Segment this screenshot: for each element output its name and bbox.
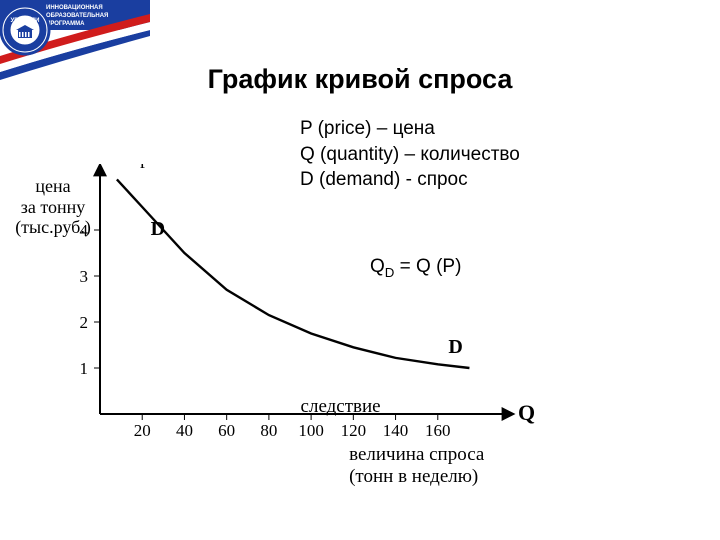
x-tick-label: 120 [341, 421, 367, 440]
y-axis-title-line-2: за тонну [14, 197, 92, 218]
badge-ring-text: УГТУ-УПИ [11, 18, 40, 24]
d-label-bottom: D [448, 336, 462, 358]
y-axis-title: цена за тонну (тыс.руб.) [14, 176, 92, 238]
d-label-top: D [151, 218, 165, 240]
x-axis-title-line-1: величина спроса [349, 444, 485, 465]
legend-line-p: P (price) – цена [300, 116, 520, 142]
x-tick-label: 80 [260, 421, 277, 440]
chart-svg: 204060801001201401601234PQDDпричинаследс… [14, 164, 574, 494]
x-tick-label: 40 [176, 421, 193, 440]
y-axis-title-line-1: цена [14, 176, 92, 197]
cause-label: причина [130, 164, 199, 169]
x-axis-title-line-2: (тонн в неделю) [349, 466, 478, 487]
x-tick-label: 160 [425, 421, 451, 440]
p-axis-label: P [83, 164, 96, 167]
y-tick-label: 3 [80, 267, 89, 286]
y-tick-label: 2 [80, 313, 89, 332]
page-title: График кривой спроса [0, 64, 720, 95]
x-tick-label: 20 [134, 421, 151, 440]
x-tick-label: 60 [218, 421, 235, 440]
q-axis-label: Q [518, 400, 535, 425]
x-tick-label: 100 [298, 421, 324, 440]
y-tick-label: 1 [80, 359, 89, 378]
x-tick-label: 140 [383, 421, 409, 440]
demand-curve [117, 179, 470, 368]
effect-label: следствие [301, 396, 381, 417]
y-axis-title-line-3: (тыс.руб.) [14, 217, 92, 238]
demand-curve-chart: цена за тонну (тыс.руб.) 20 40 60 80 100 120 1… [14, 164, 574, 494]
